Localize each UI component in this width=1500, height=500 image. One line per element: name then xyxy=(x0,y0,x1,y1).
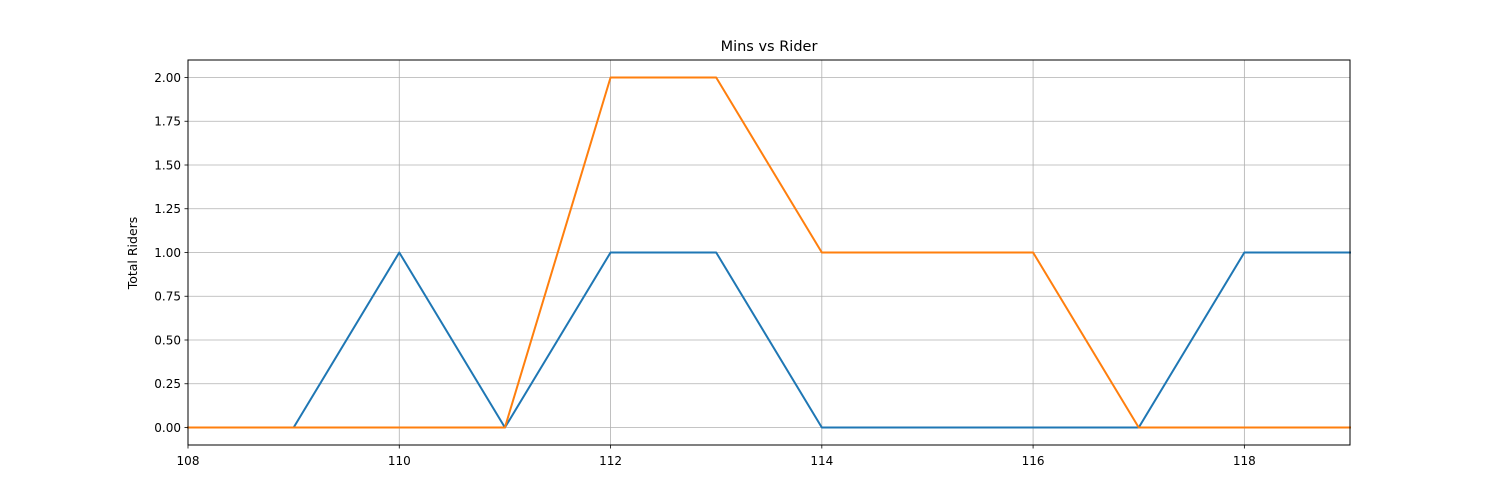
y-tick-label: 0.00 xyxy=(154,421,181,435)
x-tick-label: 110 xyxy=(388,454,411,468)
y-tick-label: 1.50 xyxy=(154,158,181,172)
y-tick-label: 1.25 xyxy=(154,202,181,216)
series-line-1 xyxy=(187,251,1351,429)
x-tick-label: 114 xyxy=(810,454,833,468)
x-tick-label: 108 xyxy=(177,454,200,468)
y-tick-label: 0.75 xyxy=(154,290,181,304)
y-tick-label: 1.75 xyxy=(154,115,181,129)
x-tick-label: 112 xyxy=(599,454,622,468)
ticks: 0.00 0.25 0.50 0.75 1.00 1.25 1.50 1.75 2.00 108 1… xyxy=(154,71,1256,468)
series-line-2 xyxy=(187,76,1351,429)
y-tick-label: 2.00 xyxy=(154,71,181,85)
y-axis-label: Total Riders xyxy=(125,217,140,291)
y-tick-label: 0.25 xyxy=(154,377,181,391)
y-tick-label: 0.50 xyxy=(154,333,181,347)
series-lines xyxy=(187,76,1351,429)
y-tick-label: 1.00 xyxy=(154,246,181,260)
chart-title: Mins vs Rider xyxy=(721,39,818,55)
x-tick-label: 118 xyxy=(1233,454,1256,468)
x-tick-label: 116 xyxy=(1022,454,1045,468)
